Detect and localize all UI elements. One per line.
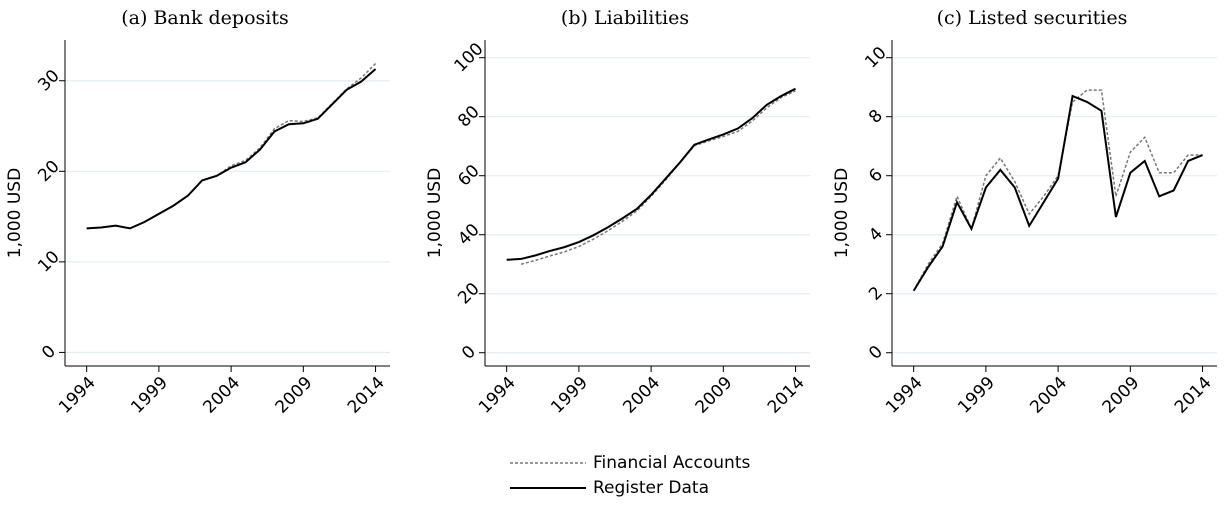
x-tick-label: 1999 (547, 373, 592, 418)
y-tick-label: 80 (454, 102, 483, 131)
legend-label: Financial Accounts (593, 453, 750, 473)
series-line (506, 87, 797, 261)
x-tick-label: 1994 (475, 373, 520, 418)
x-tick-label: 2009 (1099, 373, 1144, 418)
y-tick-label: 20 (34, 157, 63, 186)
x-tick-label: 1999 (954, 373, 999, 418)
y-axis-label: 1,000 USD (832, 168, 852, 258)
y-tick-label: 0 (38, 342, 60, 364)
series-line (913, 89, 1203, 292)
y-tick-label: 10 (34, 247, 63, 276)
x-tick-label: 2014 (764, 373, 809, 418)
y-axis-label: 1,000 USD (425, 168, 445, 258)
y-tick-label: 2 (865, 283, 887, 305)
y-tick-label: 4 (865, 224, 887, 246)
y-tick-label: 10 (861, 43, 890, 72)
x-tick-label: 2009 (272, 373, 317, 418)
y-tick-label: 30 (34, 66, 63, 95)
y-tick-label: 0 (865, 342, 887, 364)
y-tick-label: 8 (865, 106, 887, 128)
y-axis-label: 1,000 USD (5, 168, 25, 258)
x-tick-label: 2009 (692, 373, 737, 418)
y-tick-label: 100 (450, 39, 487, 76)
x-tick-label: 2004 (1026, 373, 1071, 418)
y-tick-label: 6 (865, 165, 887, 187)
x-tick-label: 2004 (199, 373, 244, 418)
x-tick-label: 1999 (127, 373, 172, 418)
x-tick-label: 2004 (619, 373, 664, 418)
series-line (86, 68, 377, 230)
legend-label: Register Data (593, 478, 709, 498)
panel-title: (c) Listed securities (937, 7, 1128, 29)
panel-title: (b) Liabilities (561, 7, 689, 29)
y-tick-label: 0 (458, 342, 480, 364)
y-tick-label: 40 (454, 220, 483, 249)
series-line (86, 63, 377, 230)
y-tick-label: 20 (454, 279, 483, 308)
series-line (912, 94, 1203, 292)
y-tick-label: 60 (454, 161, 483, 190)
x-tick-label: 2014 (1171, 373, 1216, 418)
x-tick-label: 1994 (882, 373, 927, 418)
series-line (520, 90, 796, 265)
x-tick-label: 2014 (344, 373, 389, 418)
x-tick-label: 1994 (55, 373, 100, 418)
panel-title: (a) Bank deposits (121, 7, 289, 29)
